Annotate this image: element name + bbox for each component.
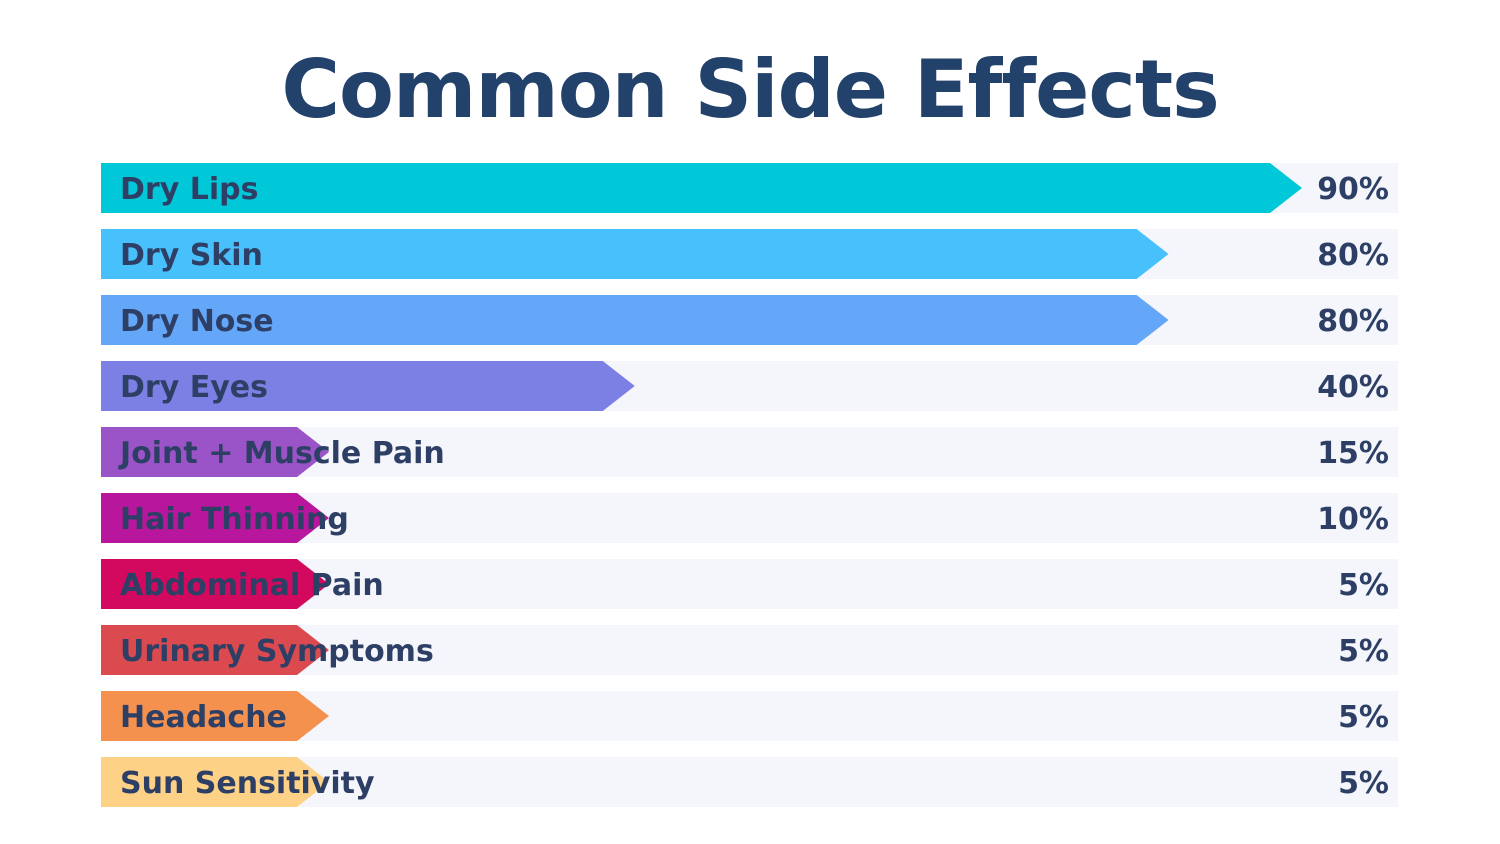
bar-label-dry-lips: Dry Lips: [120, 172, 258, 207]
bar-label-dry-eyes: Dry Eyes: [120, 370, 268, 405]
bar-dry-eyes: [101, 361, 635, 411]
value-label-joint-muscle-pain: 15%: [1317, 436, 1389, 471]
value-label-abdominal-pain: 5%: [1338, 568, 1389, 603]
bar-label-sun-sensitivity: Sun Sensitivity: [120, 766, 375, 801]
chart-title: Common Side Effects: [281, 43, 1219, 136]
bar-label-abdominal-pain: Abdominal Pain: [120, 568, 384, 603]
bar-abdominal-pain: [101, 559, 329, 609]
bar-dry-skin: [101, 229, 1169, 279]
value-label-headache: 5%: [1338, 700, 1389, 735]
bar-label-headache: Headache: [120, 700, 287, 735]
value-label-dry-nose: 80%: [1317, 304, 1389, 339]
bar-label-dry-skin: Dry Skin: [120, 238, 263, 273]
bar-hair-thinning: [101, 493, 329, 543]
bar-sun-sensitivity: [101, 757, 329, 807]
bar-label-urinary-symptoms: Urinary Symptoms: [120, 634, 434, 669]
value-label-sun-sensitivity: 5%: [1338, 766, 1389, 801]
bar-label-dry-nose: Dry Nose: [120, 304, 274, 339]
bar-dry-lips: [101, 163, 1302, 213]
bar-dry-nose: [101, 295, 1169, 345]
bar-headache: [101, 691, 329, 741]
value-label-urinary-symptoms: 5%: [1338, 634, 1389, 669]
bar-label-hair-thinning: Hair Thinning: [120, 502, 349, 537]
bar-joint-muscle-pain: [101, 427, 329, 477]
value-label-dry-eyes: 40%: [1317, 370, 1389, 405]
value-label-dry-skin: 80%: [1317, 238, 1389, 273]
bar-urinary-symptoms: [101, 625, 329, 675]
value-label-hair-thinning: 10%: [1317, 502, 1389, 537]
bar-label-joint-muscle-pain: Joint + Muscle Pain: [118, 436, 445, 471]
value-label-dry-lips: 90%: [1317, 172, 1389, 207]
